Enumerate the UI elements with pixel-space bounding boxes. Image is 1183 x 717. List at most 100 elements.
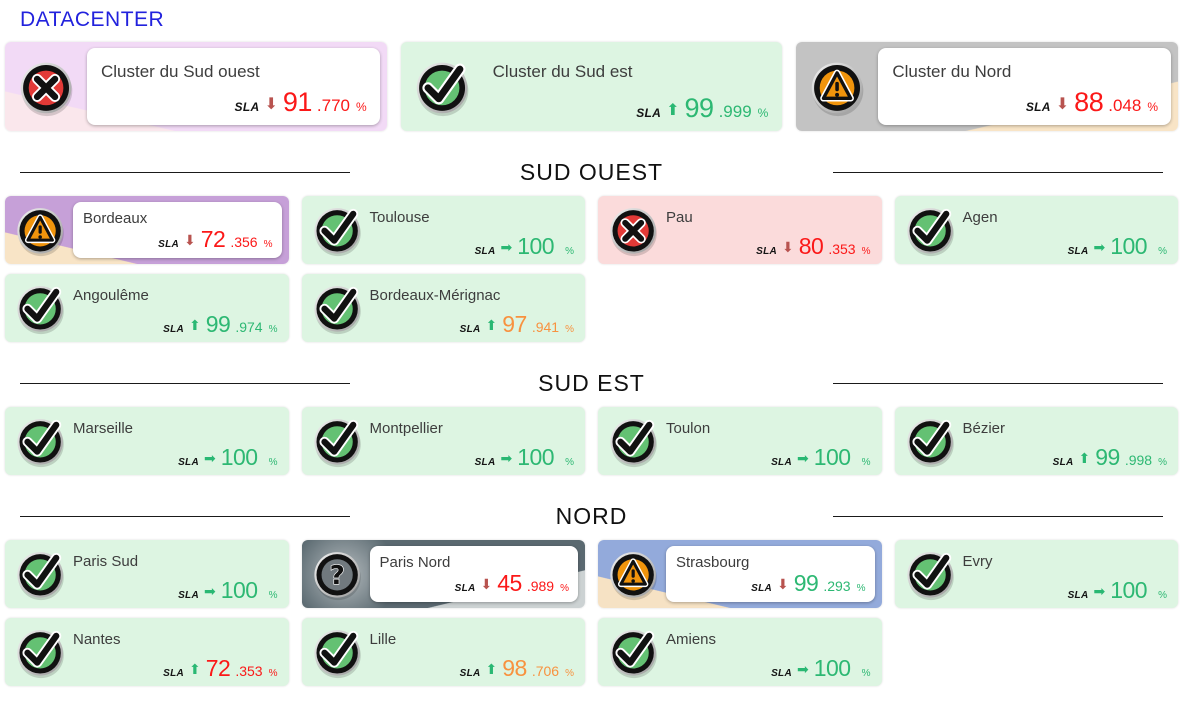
sla-percent-sign: % (268, 590, 278, 601)
trend-down-arrow-icon: ⬇ (777, 576, 789, 593)
sla-value-decimal: .048 (1108, 96, 1142, 115)
ok-status-icon (14, 414, 68, 468)
host-card-lille[interactable]: Lille SLA ⬆ 98.706% (301, 618, 585, 686)
section-grid: Paris Sud SLA ➡ 100% Paris Nord SLA ⬇ 45… (0, 540, 1183, 686)
section-grid: Marseille SLA ➡ 100% Montpellier SLA ➡ 1… (0, 407, 1183, 475)
sla-percent-sign: % (861, 246, 871, 257)
section-header: SUD OUEST (20, 159, 1163, 185)
sla-label: SLA (459, 324, 481, 335)
sla-label: SLA (459, 668, 481, 679)
sla-percent-sign: % (565, 457, 574, 468)
host-name: Toulouse (369, 209, 430, 226)
clusters-grid: Cluster du Sud ouest SLA ⬇ 91.770% Clust… (0, 42, 1183, 131)
host-card-bezier[interactable]: Bézier SLA ⬆ 99.998% (894, 407, 1178, 475)
host-name: Bordeaux-Mérignac (369, 287, 501, 304)
sla-value-decimal: .989 (526, 578, 555, 594)
host-card-amiens[interactable]: Amiens SLA ➡ 100% (598, 618, 882, 686)
sla-value-integer: 100 (517, 233, 555, 259)
sla-value-integer: 91 (282, 87, 313, 117)
host-card-evry[interactable]: Evry SLA ➡ 100% (894, 540, 1178, 608)
host-name: Paris Sud (73, 553, 139, 570)
warning-status-icon (607, 547, 661, 601)
ok-status-icon (413, 57, 473, 117)
host-card-toulon[interactable]: Toulon SLA ➡ 100% (598, 407, 882, 475)
ok-status-icon (311, 203, 365, 257)
sla-indicator: SLA ➡ 100% (771, 655, 870, 682)
sla-percent-sign: % (1158, 590, 1167, 601)
host-card-montpellier[interactable]: Montpellier SLA ➡ 100% (301, 407, 585, 475)
card-inner-panel (369, 546, 578, 602)
sla-indicator: SLA ⬇ 91.770% (235, 87, 367, 118)
sla-label: SLA (756, 246, 778, 257)
host-card-toulouse[interactable]: Toulouse SLA ➡ 100% (301, 196, 585, 264)
trend-up-arrow-icon: ⬆ (189, 317, 201, 334)
sla-percent-sign: % (1158, 246, 1167, 257)
page-title[interactable]: DATACENTER (20, 8, 165, 31)
trend-steady-arrow-icon: ➡ (500, 239, 513, 256)
section-title: SUD OUEST (519, 158, 664, 185)
critical-status-icon (17, 57, 77, 117)
host-card-marseille[interactable]: Marseille SLA ➡ 100% (5, 407, 289, 475)
host-name: Cluster du Sud ouest (101, 62, 260, 81)
trend-steady-arrow-icon: ➡ (203, 450, 216, 467)
sla-percent-sign: % (1158, 457, 1167, 468)
host-card-nantes[interactable]: Nantes SLA ⬆ 72.353% (5, 618, 289, 686)
host-card-agen[interactable]: Agen SLA ➡ 100% (894, 196, 1178, 264)
cluster-card-cluster-du-sud-ouest[interactable]: Cluster du Sud ouest SLA ⬇ 91.770% (5, 42, 387, 131)
sla-label: SLA (474, 457, 496, 468)
sla-indicator: SLA ⬆ 97.941% (460, 311, 574, 338)
sla-label: SLA (163, 668, 185, 679)
sla-value-integer: 88 (1074, 87, 1104, 117)
host-card-paris-sud[interactable]: Paris Sud SLA ➡ 100% (5, 540, 289, 608)
host-card-paris-nord[interactable]: Paris Nord SLA ⬇ 45.989% (301, 540, 585, 608)
cluster-card-cluster-du-nord[interactable]: Cluster du Nord SLA ⬇ 88.048% (796, 42, 1178, 131)
sla-percent-sign: % (565, 668, 574, 679)
host-name: Bordeaux (83, 210, 148, 227)
host-card-bordeaux-merignac[interactable]: Bordeaux-Mérignac SLA ⬆ 97.941% (301, 274, 585, 342)
ok-status-icon (607, 414, 661, 468)
sla-percent-sign: % (1147, 100, 1158, 114)
divider-line-left (20, 515, 350, 517)
sla-label: SLA (178, 590, 199, 601)
sla-percent-sign: % (560, 583, 569, 594)
section-header: NORD (20, 503, 1163, 529)
host-card-angouleme[interactable]: Angoulême SLA ⬆ 99.974% (5, 274, 289, 342)
sla-percent-sign: % (268, 457, 278, 468)
host-card-bordeaux[interactable]: Bordeaux SLA ⬇ 72.356% (5, 196, 289, 264)
host-card-pau[interactable]: Pau SLA ⬇ 80.353% (598, 196, 882, 264)
host-card-strasbourg[interactable]: Strasbourg SLA ⬇ 99.293% (598, 540, 882, 608)
warning-status-icon (14, 203, 68, 257)
trend-up-arrow-icon: ⬆ (1078, 450, 1091, 467)
sla-value-decimal: .353 (235, 663, 263, 679)
sections-container: SUD OUEST Bordeaux SLA ⬇ 72.356% Toulous… (0, 159, 1183, 686)
host-name: Amiens (666, 631, 717, 648)
sla-value-integer: 99 (684, 93, 715, 123)
sla-value-integer: 45 (497, 570, 522, 596)
host-name: Agen (962, 209, 998, 226)
sla-label: SLA (454, 583, 476, 594)
card-inner-panel (87, 48, 380, 125)
section-title: NORD (555, 502, 628, 529)
sla-indicator: SLA ⬆ 99.974% (163, 311, 277, 338)
sla-indicator: SLA ⬇ 88.048% (1026, 87, 1158, 118)
host-name: Nantes (73, 631, 121, 648)
sla-percent-sign: % (861, 668, 871, 679)
host-name: Cluster du Nord (892, 62, 1012, 81)
ok-status-icon (904, 547, 958, 601)
ok-status-icon (311, 414, 365, 468)
sla-value-integer: 100 (517, 444, 555, 470)
ok-status-icon (311, 625, 365, 679)
host-name: Strasbourg (676, 554, 750, 571)
section-header: SUD EST (20, 370, 1163, 396)
sla-percent-sign: % (861, 457, 871, 468)
trend-steady-arrow-icon: ➡ (1093, 239, 1106, 256)
sla-value-decimal: .293 (823, 578, 851, 594)
host-name: Evry (962, 553, 993, 570)
sla-percent-sign: % (355, 100, 367, 114)
cluster-card-cluster-du-sud-est[interactable]: Cluster du Sud est SLA ⬆ 99.999% (400, 42, 783, 131)
sla-label: SLA (636, 106, 662, 120)
divider-line-left (20, 382, 350, 384)
sla-value-decimal: .941 (531, 319, 560, 335)
sla-value-integer: 72 (205, 655, 231, 681)
trend-down-arrow-icon: ⬇ (782, 239, 794, 256)
